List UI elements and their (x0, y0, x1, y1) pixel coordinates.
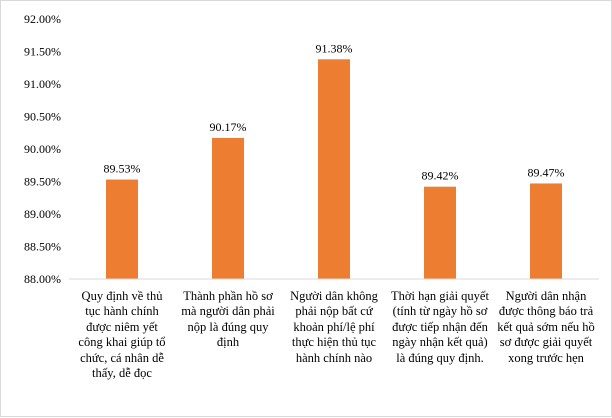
y-tick-label: 90.00% (24, 142, 61, 156)
y-tick-label: 92.00% (24, 12, 61, 26)
y-tick-label: 89.50% (24, 175, 61, 189)
data-label: 89.53% (104, 162, 141, 176)
bar (106, 179, 138, 279)
data-labels: 89.53% 90.17% 91.38% 89.42% 89.47% (104, 41, 565, 182)
data-label: 89.47% (528, 165, 565, 179)
bar (212, 137, 244, 279)
y-axis-ticks: 88.00% 88.50% 89.00% 89.50% 90.00% 90.50% 91.0… (24, 12, 61, 286)
data-label: 90.17% (210, 120, 247, 134)
data-label: 91.38% (316, 41, 353, 55)
y-tick-label: 91.50% (24, 45, 61, 59)
y-tick-label: 91.00% (24, 77, 61, 91)
category-label: Người dân nhận được thông báo trả kết qu… (497, 289, 595, 365)
data-label: 89.42% (422, 169, 459, 183)
category-label: Thời hạn giải quyết (tính từ ngày hồ sơ … (391, 289, 489, 365)
category-label: Người dân không phải nộp bất cứ khoản ph… (290, 289, 378, 365)
y-tick-label: 89.00% (24, 207, 61, 221)
bar (318, 59, 350, 279)
bar (530, 183, 562, 279)
category-label: Quy định về thủ tục hành chính được niêm… (78, 289, 166, 381)
bar (424, 186, 456, 279)
y-tick-label: 90.50% (24, 110, 61, 124)
y-tick-label: 88.00% (24, 272, 61, 286)
y-tick-label: 88.50% (24, 240, 61, 254)
category-label: Thành phần hồ sơ mà người dân phải nộp l… (181, 289, 275, 350)
bars (106, 59, 562, 279)
